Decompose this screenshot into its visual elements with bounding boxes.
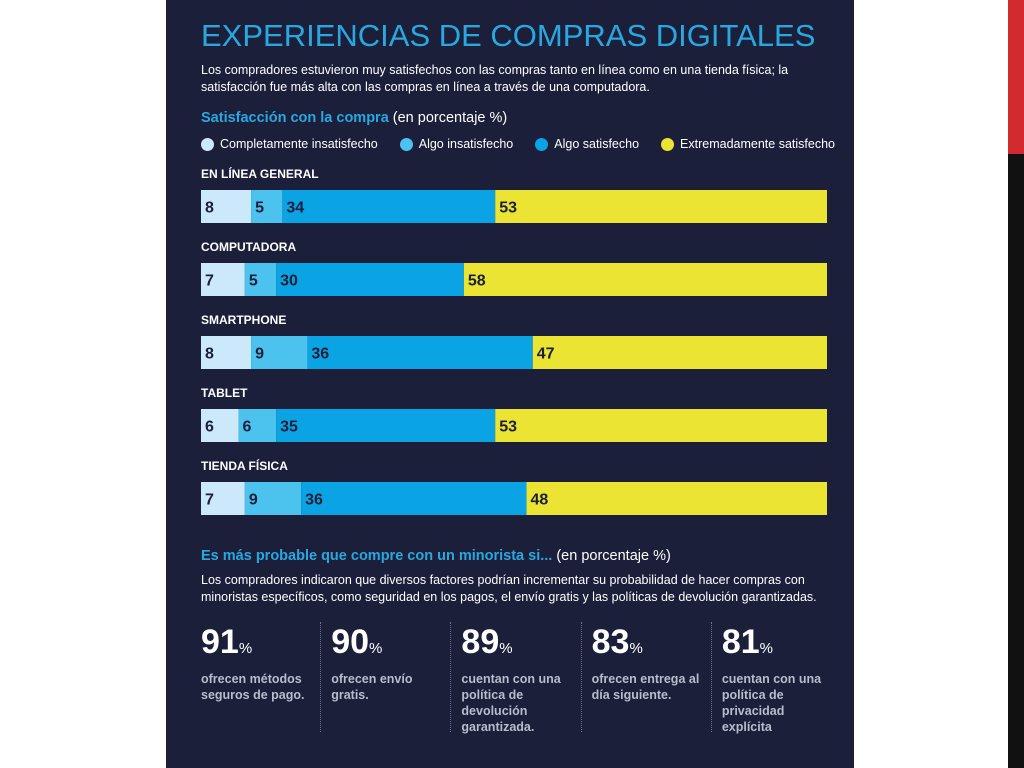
legend-label: Extremadamente satisfecho	[680, 137, 835, 151]
stat-unit: %	[238, 640, 253, 657]
bar-segment	[463, 263, 827, 296]
bar-value-label: 5	[255, 200, 264, 217]
bar-value-label: 36	[311, 346, 329, 363]
chart-title-rest: (en porcentaje %)	[388, 110, 508, 126]
legend-swatch	[661, 137, 675, 151]
bar-value-label: 47	[537, 346, 555, 363]
bar-segment	[282, 190, 496, 223]
bar-segment	[301, 482, 527, 515]
stat-unit: %	[499, 640, 513, 657]
bar-segment	[201, 409, 239, 442]
stat-number: 91%	[201, 622, 320, 669]
bar-segment	[526, 482, 827, 515]
legend-item: Algo satisfecho	[535, 137, 639, 151]
infographic-panel	[166, 0, 854, 768]
side-accent-red	[1008, 0, 1024, 154]
legend-label: Algo satisfecho	[554, 137, 640, 151]
bar-segment	[201, 190, 252, 223]
stat-number: 81%	[722, 622, 841, 669]
stat-text: ofrecen entrega al día siguiente.	[591, 672, 700, 702]
section2-title-rest: (en porcentaje %)	[552, 548, 671, 564]
bar-segment	[244, 263, 277, 296]
stat-value: 81	[721, 623, 760, 661]
stat-item: 91% ofrecen métodos seguros de pago.	[201, 622, 320, 732]
bar-value-label: 8	[205, 200, 214, 217]
bar-value-label: 34	[286, 200, 304, 217]
legend-label: Algo insatisfecho	[418, 137, 514, 151]
legend-swatch	[399, 137, 413, 151]
category-label: TIENDA FÍSICA	[201, 458, 288, 473]
bar-value-label: 35	[280, 419, 298, 436]
category-label: TABLET	[201, 386, 248, 400]
bar-segment	[238, 409, 277, 442]
stat-unit: %	[759, 640, 773, 657]
stat-value: 90	[331, 623, 370, 661]
bar-segment	[244, 482, 302, 515]
page-title: EXPERIENCIAS DE COMPRAS DIGITALES	[201, 18, 816, 53]
chart-title-bold: Satisfacción con la compra	[201, 110, 389, 126]
bar-value-label: 58	[468, 273, 486, 290]
stat-item: 83% ofrecen entrega al día siguiente.	[580, 622, 711, 732]
bar-segment	[495, 190, 827, 223]
bar-value-label: 6	[243, 419, 252, 436]
side-accent-dark	[1008, 154, 1024, 768]
category-label: EN LÍNEA GENERAL	[201, 166, 319, 181]
bar-value-label: 53	[499, 200, 517, 217]
chart-legend: Completamente insatisfecho Algo insatisfe…	[201, 137, 841, 151]
bar-value-label: 9	[249, 492, 258, 509]
legend-item: Algo insatisfecho	[399, 137, 514, 151]
stacked-bar-chart: EN LÍNEA GENERAL 8 5 34 53 COMPUTADORA 7 5 30 58 S…	[201, 166, 827, 515]
stat-unit: %	[629, 640, 643, 657]
section2-description: Los compradores indicaron que diversos f…	[201, 573, 817, 604]
stat-item: 81% cuentan con una política de privacid…	[710, 622, 841, 734]
stat-text: ofrecen envío gratis.	[331, 672, 413, 702]
stat-text: ofrecen métodos seguros de pago.	[201, 672, 305, 702]
bar-value-label: 8	[205, 346, 214, 363]
bar-segment	[201, 263, 245, 296]
legend-item: Completamente insatisfecho	[201, 137, 378, 151]
bar-segment	[251, 190, 283, 223]
legend-swatch	[535, 137, 549, 151]
bar-value-label: 7	[205, 273, 214, 290]
bar-segment	[201, 482, 245, 515]
bar-segment	[276, 263, 464, 296]
bar-segment	[495, 409, 827, 442]
stat-number: 89%	[461, 622, 580, 669]
stats-row: 91% ofrecen métodos seguros de pago. 90%…	[201, 622, 841, 734]
stat-value: 83	[591, 623, 630, 661]
legend-swatch	[201, 137, 214, 151]
bar-value-label: 30	[280, 273, 298, 290]
page-subtitle: Los compradores estuvieron muy satisfech…	[201, 63, 789, 94]
stat-number: 90%	[331, 622, 450, 669]
stat-number: 83%	[592, 622, 711, 669]
bar-segment	[276, 409, 496, 442]
bar-value-label: 36	[305, 492, 323, 509]
category-label: COMPUTADORA	[201, 240, 296, 254]
bar-value-label: 7	[205, 492, 214, 509]
chart-title: Satisfacción con la compra (en porcentaj…	[201, 110, 507, 126]
stat-item: 89% cuentan con una política de devoluci…	[450, 622, 580, 734]
section2-title: Es más probable que compre con un minori…	[201, 548, 671, 564]
section2-title-bold: Es más probable que compre con un minori…	[201, 548, 553, 564]
bar-value-label: 9	[255, 346, 264, 363]
bar-segment	[307, 336, 533, 369]
stat-item: 90% ofrecen envío gratis.	[320, 622, 450, 732]
stat-value: 89	[461, 623, 500, 661]
stat-unit: %	[369, 640, 383, 657]
legend-label: Completamente insatisfecho	[220, 137, 378, 151]
bar-value-label: 5	[249, 273, 258, 290]
stat-value: 91	[201, 623, 239, 661]
bar-segment	[251, 336, 308, 369]
bar-value-label: 53	[499, 419, 517, 436]
bar-segment	[201, 336, 252, 369]
category-label: SMARTPHONE	[201, 313, 286, 327]
stat-text: cuentan con una política de privacidad e…	[721, 672, 822, 734]
bar-segment	[532, 336, 827, 369]
bar-value-label: 48	[531, 492, 549, 509]
bar-value-label: 6	[205, 419, 214, 436]
stat-text: cuentan con una política de devolución g…	[461, 672, 561, 734]
legend-item: Extremadamente satisfecho	[661, 137, 835, 151]
